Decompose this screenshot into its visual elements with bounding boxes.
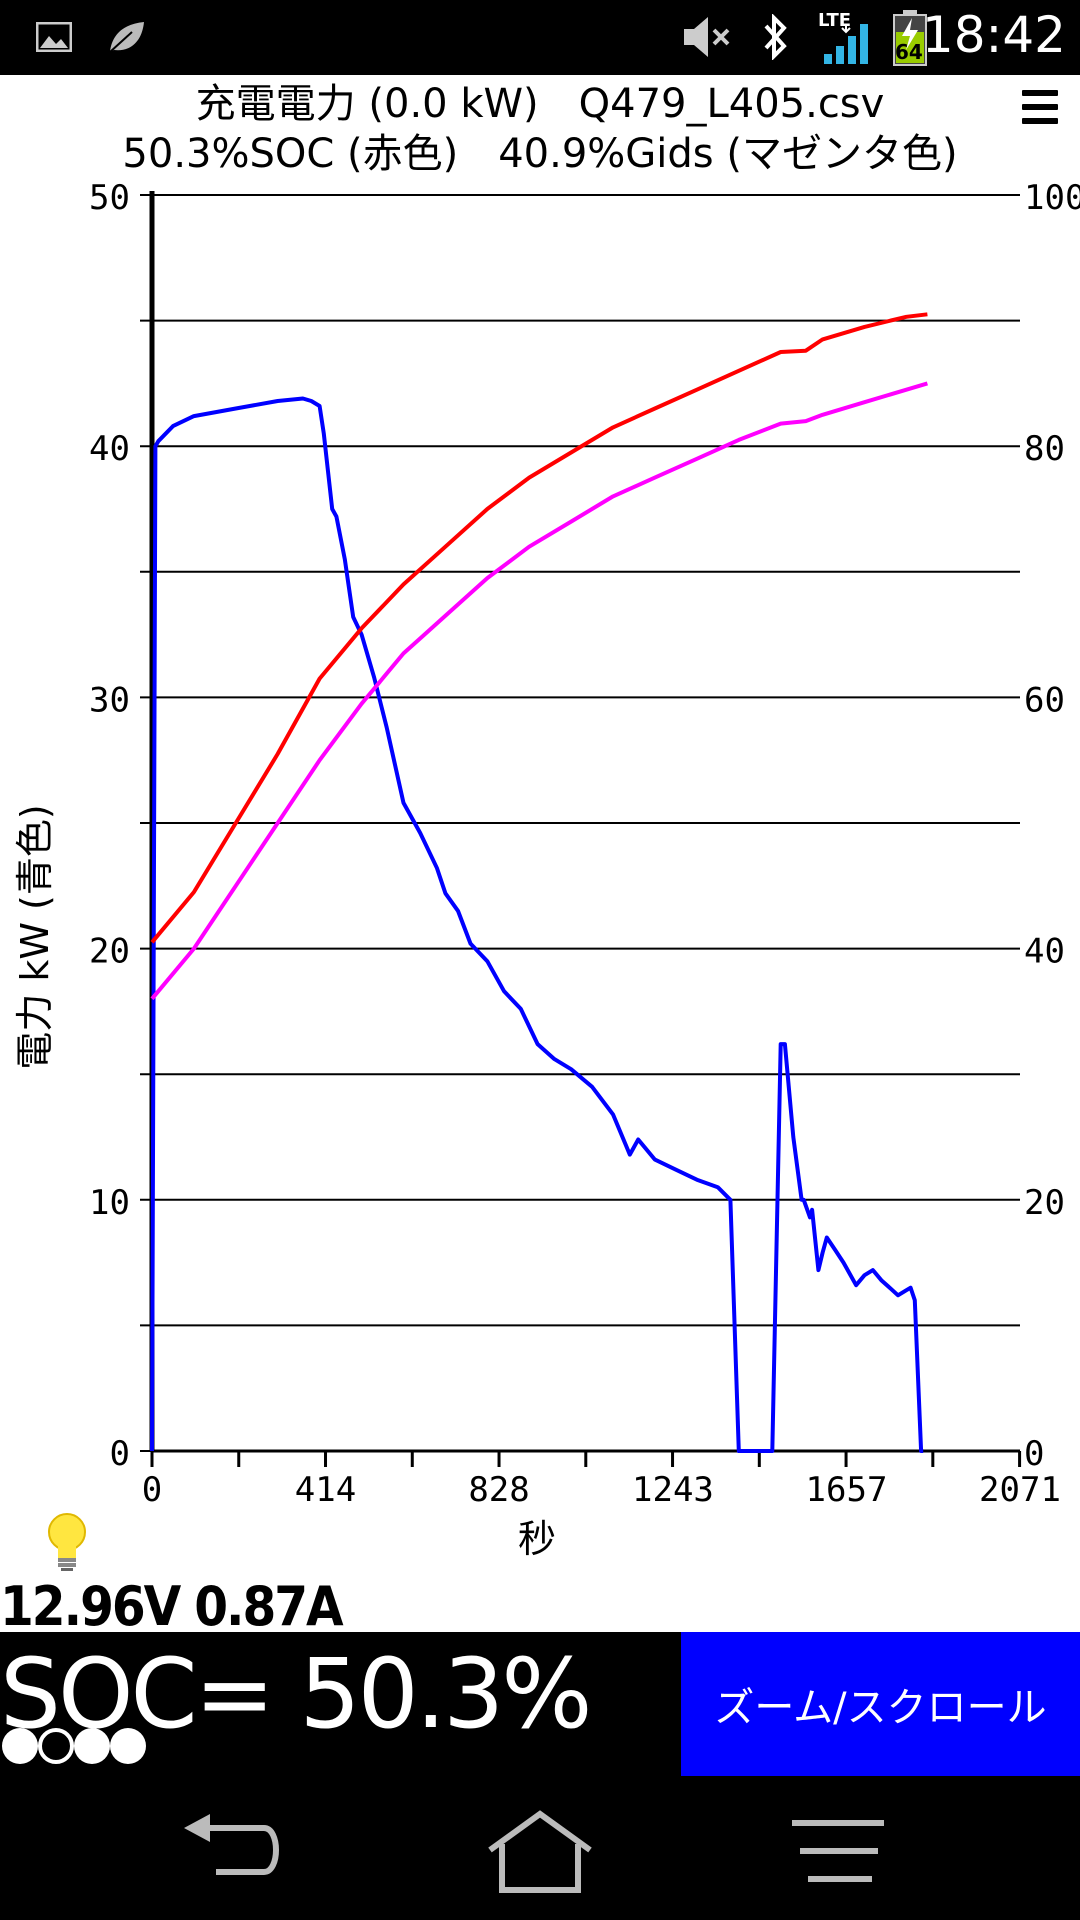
volume-muted-icon [684, 17, 730, 57]
y-tick-label-right: 60 [1024, 680, 1065, 720]
status-dot-filled [2, 1728, 38, 1764]
y-tick-label-right: 40 [1024, 932, 1065, 972]
series-line [150, 396, 924, 1453]
y-tick-label-right: 0 [1024, 1434, 1044, 1474]
voltage-value: 12.96V [0, 1575, 181, 1638]
x-tick-label: 2071 [979, 1470, 1061, 1510]
back-icon[interactable] [176, 1810, 286, 1890]
menu-icon[interactable] [790, 1816, 886, 1886]
x-tick-label: 1657 [806, 1470, 888, 1510]
y-tick-label-left: 50 [89, 178, 130, 218]
status-dot-filled [74, 1728, 110, 1764]
network-label: LTE [818, 10, 852, 31]
overflow-menu-button[interactable] [1022, 90, 1058, 132]
battery-level: 64 [895, 40, 923, 64]
x-tick-label: 1243 [632, 1470, 714, 1510]
y-tick-label-right: 100 [1024, 178, 1080, 218]
chart-subtitle: 50.3%SOC (赤色) 40.9%Gids (マゼンタ色) [122, 131, 957, 177]
navigation-bar [0, 1780, 1080, 1920]
status-dots [2, 1728, 146, 1768]
menu-bar [1022, 90, 1058, 96]
chart-title: 充電電力 (0.0 kW) Q479_L405.csv [196, 81, 885, 127]
y-tick-label-left: 40 [89, 429, 130, 469]
x-tick-label: 828 [468, 1470, 529, 1510]
y-tick-label-left: 30 [89, 680, 130, 720]
x-axis-label: 秒 [518, 1517, 556, 1561]
bluetooth-icon [764, 14, 787, 60]
x-tick-label: 0 [142, 1470, 162, 1510]
charge-chart: 充電電力 (0.0 kW) Q479_L405.csv 50.3%SOC (赤色… [13, 81, 1080, 1561]
clock: 18:42 [921, 6, 1066, 64]
menu-bar [1022, 118, 1058, 124]
y-axis-label: 電力 kW (青色) [13, 804, 57, 1069]
y-tick-label-left: 0 [110, 1434, 130, 1474]
y-tick-label-left: 10 [89, 1183, 130, 1223]
status-dot-filled [110, 1728, 146, 1764]
y-tick-label-right: 80 [1024, 429, 1065, 469]
leaf-icon [109, 22, 144, 53]
x-tick-label: 414 [295, 1470, 356, 1510]
home-icon[interactable] [484, 1810, 596, 1894]
lte-signal-icon: LTE [816, 10, 878, 66]
y-tick-label-right: 20 [1024, 1183, 1065, 1223]
voltage-current-readout: 12.96V 0.87A [0, 1575, 344, 1638]
series-line [150, 312, 928, 944]
battery-charging-icon: 64 [892, 10, 928, 66]
status-bar: LTE 64 18:42 [0, 0, 1080, 75]
y-tick-label-left: 20 [89, 932, 130, 972]
soc-display: SOC= 50.3% [0, 1638, 592, 1750]
lightbulb-icon[interactable] [44, 1510, 90, 1572]
status-dot-empty [38, 1728, 74, 1764]
zoom-scroll-button[interactable]: ズーム/スクロール [681, 1632, 1080, 1776]
image-icon [36, 22, 72, 52]
chart-area[interactable]: 充電電力 (0.0 kW) Q479_L405.csv 50.3%SOC (赤色… [0, 75, 1080, 1630]
series-line [150, 381, 928, 1001]
menu-bar [1022, 104, 1058, 110]
current-value: 0.87A [194, 1575, 343, 1638]
